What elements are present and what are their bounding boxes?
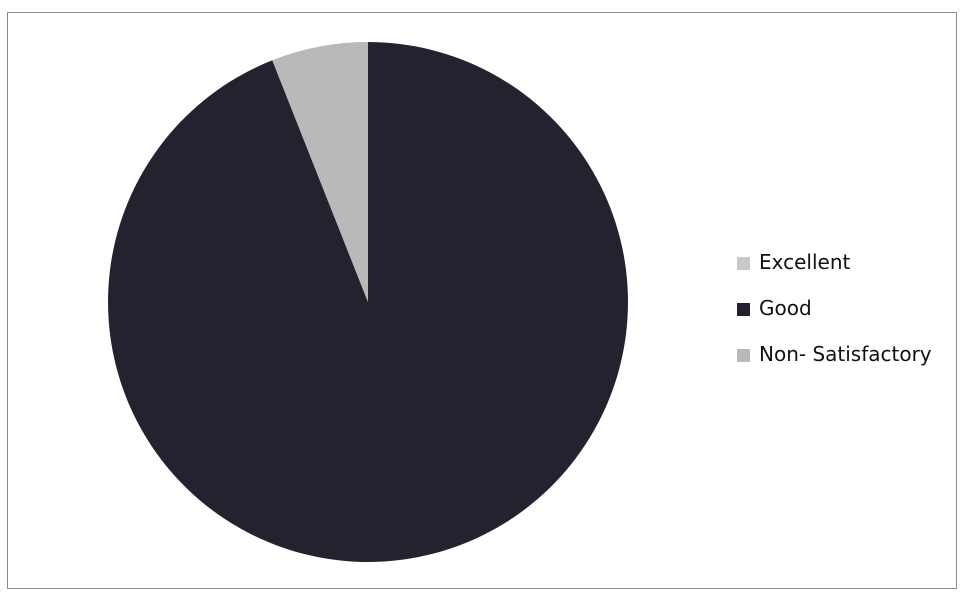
- legend-item-excellent: Excellent: [737, 247, 932, 293]
- legend-swatch-non-satisfactory: [737, 349, 750, 362]
- legend-label-excellent: Excellent: [759, 250, 851, 274]
- chart-legend: Excellent Good Non- Satisfactory: [737, 247, 932, 385]
- legend-item-good: Good: [737, 293, 932, 339]
- legend-swatch-good: [737, 303, 750, 316]
- legend-label-good: Good: [759, 296, 812, 320]
- legend-label-non-satisfactory: Non- Satisfactory: [759, 342, 932, 366]
- pie-slice-non-satisfactory: [272, 42, 368, 302]
- legend-swatch-excellent: [737, 257, 750, 270]
- pie-slice-good: [108, 42, 629, 562]
- legend-item-non-satisfactory: Non- Satisfactory: [737, 339, 932, 385]
